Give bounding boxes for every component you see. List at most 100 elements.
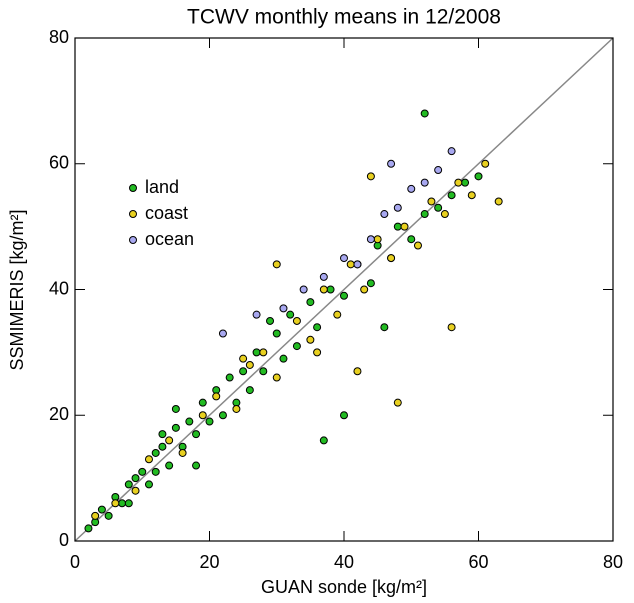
scatter-point bbox=[158, 442, 167, 451]
scatter-point bbox=[467, 191, 476, 200]
scatter-point bbox=[151, 448, 160, 457]
scatter-point bbox=[494, 197, 503, 206]
scatter-point bbox=[393, 398, 402, 407]
chart-title: TCWV monthly means in 12/2008 bbox=[187, 6, 501, 29]
scatter-point bbox=[333, 310, 342, 319]
scatter-point bbox=[420, 210, 429, 219]
legend-label: coast bbox=[145, 203, 188, 223]
y-tick-label: 40 bbox=[49, 278, 69, 298]
scatter-point bbox=[340, 291, 348, 300]
scatter-point bbox=[319, 285, 328, 294]
scatter-point bbox=[144, 480, 153, 489]
scatter-point bbox=[481, 159, 490, 168]
scatter-point bbox=[366, 172, 375, 181]
scatter-point bbox=[279, 304, 288, 313]
scatter-point bbox=[420, 109, 429, 118]
scatter-point bbox=[252, 310, 261, 319]
scatter-point bbox=[313, 323, 322, 332]
scatter-point bbox=[131, 474, 140, 483]
x-tick-label: 20 bbox=[199, 552, 219, 572]
legend-marker bbox=[129, 210, 137, 218]
scatter-point bbox=[158, 430, 167, 439]
scatter-point bbox=[171, 423, 180, 432]
scatter-point bbox=[461, 178, 470, 187]
scatter-point bbox=[239, 367, 248, 376]
scatter-point bbox=[447, 323, 456, 332]
y-tick-label: 20 bbox=[49, 404, 69, 424]
scatter-point bbox=[232, 404, 241, 413]
scatter-point bbox=[198, 411, 207, 420]
legend-marker bbox=[129, 236, 137, 244]
scatter-point bbox=[205, 417, 214, 426]
scatter-point bbox=[340, 254, 348, 263]
scatter-point bbox=[245, 360, 254, 369]
scatter-point bbox=[434, 203, 443, 212]
scatter-point bbox=[387, 254, 396, 263]
scatter-point bbox=[259, 367, 268, 376]
scatter-point bbox=[434, 166, 443, 175]
scatter-point bbox=[366, 235, 375, 244]
scatter-point bbox=[144, 455, 153, 464]
scatter-point bbox=[292, 342, 301, 351]
scatter-point bbox=[393, 222, 402, 231]
scatter-point bbox=[272, 329, 281, 338]
scatter-point bbox=[239, 354, 248, 363]
legend-marker bbox=[129, 184, 137, 192]
scatter-point bbox=[279, 354, 288, 363]
x-tick-label: 0 bbox=[70, 552, 80, 572]
scatter-point bbox=[97, 505, 106, 514]
scatter-point bbox=[387, 159, 396, 168]
scatter-point bbox=[380, 323, 389, 332]
scatter-point bbox=[454, 178, 463, 187]
scatter-point bbox=[225, 373, 234, 382]
scatter-point bbox=[306, 335, 315, 344]
scatter-point bbox=[192, 461, 201, 470]
scatter-point bbox=[420, 178, 429, 187]
scatter-point bbox=[252, 348, 261, 357]
scatter-point bbox=[171, 404, 180, 413]
scatter-point bbox=[165, 436, 174, 445]
scatter-point bbox=[104, 511, 113, 520]
scatter-point bbox=[118, 499, 127, 508]
scatter-point bbox=[198, 398, 207, 407]
reference-line bbox=[74, 37, 614, 542]
scatter-point bbox=[407, 184, 416, 193]
scatter-point bbox=[440, 210, 449, 219]
scatter-point bbox=[178, 448, 187, 457]
scatter-point bbox=[313, 348, 322, 357]
scatter-point bbox=[427, 197, 436, 206]
scatter-point bbox=[393, 203, 402, 212]
y-tick-label: 80 bbox=[49, 27, 69, 47]
scatter-point bbox=[124, 480, 133, 489]
scatter-point bbox=[185, 417, 194, 426]
scatter-point bbox=[306, 298, 315, 307]
y-tick-label: 0 bbox=[59, 530, 69, 550]
scatter-point bbox=[218, 411, 227, 420]
y-axis-label: SSMIMERIS [kg/m²] bbox=[7, 209, 27, 370]
scatter-point bbox=[151, 467, 160, 476]
scatter-point bbox=[366, 279, 375, 288]
x-tick-label: 40 bbox=[334, 552, 354, 572]
scatter-point bbox=[124, 499, 133, 508]
scatter-point bbox=[413, 241, 422, 250]
scatter-point bbox=[447, 191, 456, 200]
legend-label: ocean bbox=[145, 229, 194, 249]
scatter-point bbox=[272, 260, 281, 269]
scatter-point bbox=[111, 499, 120, 508]
scatter-point bbox=[360, 285, 369, 294]
scatter-point bbox=[346, 260, 355, 269]
scatter-point bbox=[259, 348, 268, 357]
scatter-point bbox=[353, 367, 362, 376]
legend-label: land bbox=[145, 177, 179, 197]
scatter-point bbox=[447, 147, 456, 156]
scatter-point bbox=[286, 310, 295, 319]
scatter-point bbox=[326, 285, 335, 294]
scatter-point bbox=[192, 430, 201, 439]
scatter-point bbox=[212, 392, 221, 401]
x-tick-label: 80 bbox=[603, 552, 623, 572]
scatter-point bbox=[319, 436, 328, 445]
scatter-point bbox=[245, 386, 254, 395]
scatter-point bbox=[474, 172, 483, 181]
scatter-point bbox=[319, 272, 328, 281]
